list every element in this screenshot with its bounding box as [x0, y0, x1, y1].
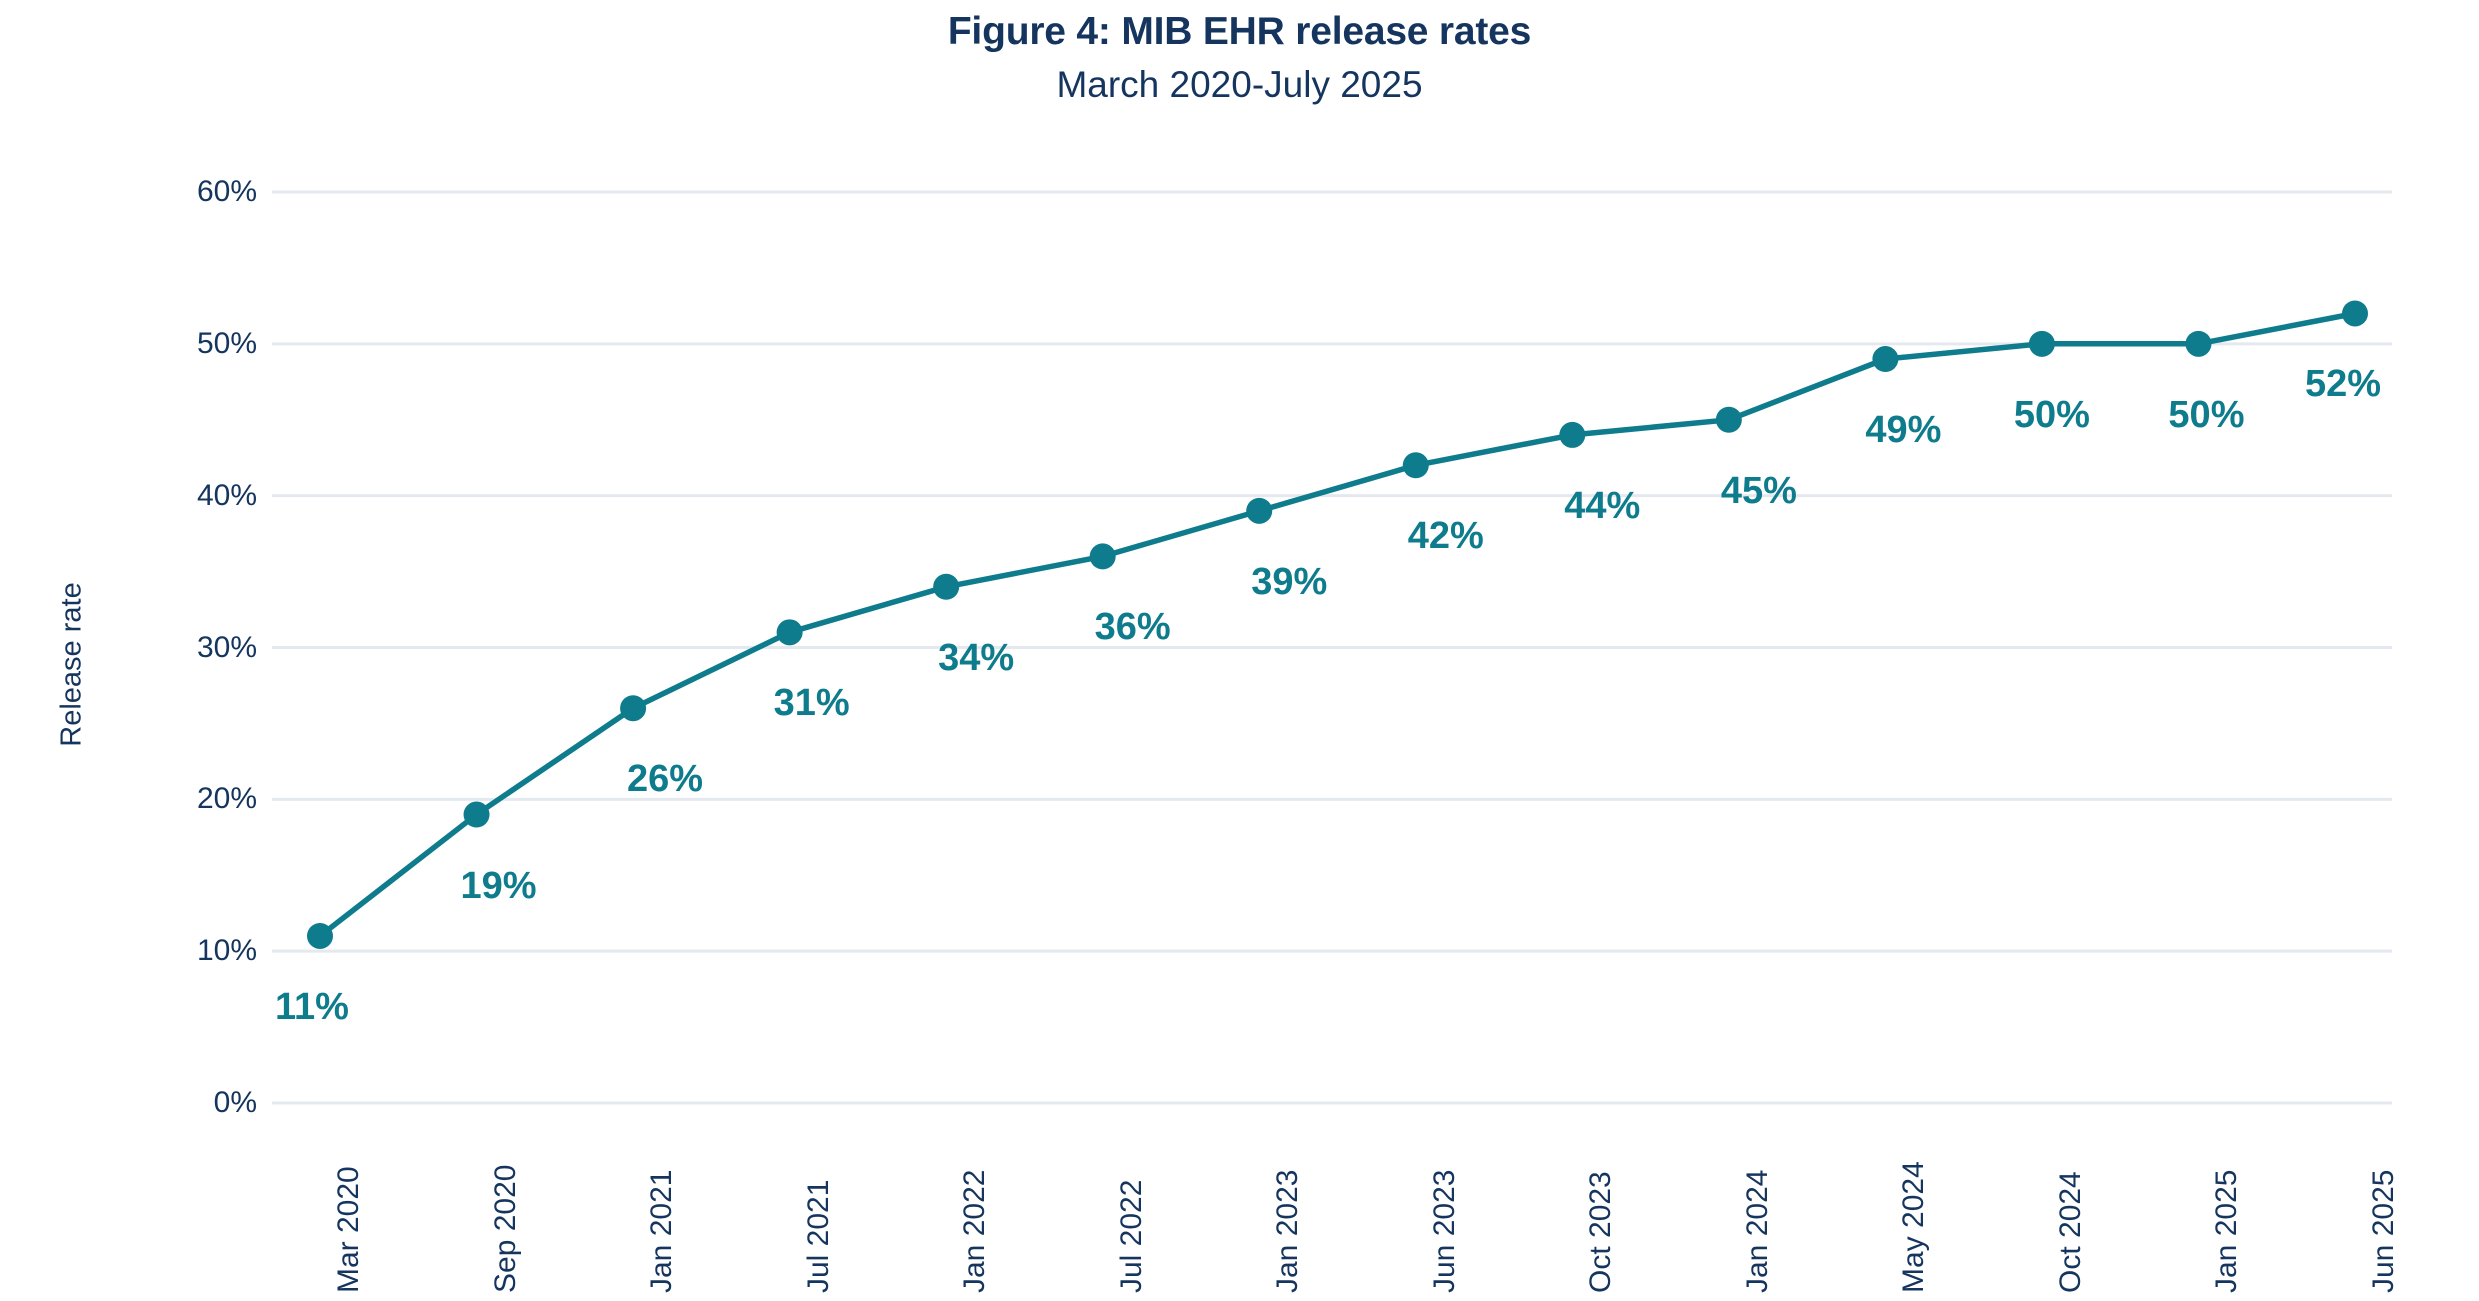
- data-point-marker: [1089, 543, 1116, 570]
- x-axis-tick-label: Sep 2020: [488, 1164, 522, 1293]
- data-value-label: 49%: [1865, 409, 1942, 452]
- data-value-label: 52%: [2304, 363, 2382, 406]
- x-axis-tick-label: Jul 2021: [801, 1179, 835, 1293]
- data-value-label: 50%: [2013, 393, 2090, 436]
- data-point-marker: [933, 573, 960, 600]
- y-axis-tick-label: 10%: [196, 934, 257, 968]
- y-axis-tick-label: 60%: [196, 175, 257, 208]
- data-value-label: 50%: [2168, 393, 2245, 436]
- x-axis-tick-label: Jan 2024: [1740, 1169, 1774, 1293]
- series-line: [317, 310, 2358, 939]
- y-axis-tick-label: 30%: [196, 630, 257, 664]
- x-axis-tick-label: Jul 2022: [1114, 1179, 1148, 1293]
- y-axis-tick-label: 20%: [196, 782, 257, 816]
- x-axis-tick-label: Jun 2023: [1427, 1169, 1461, 1293]
- x-axis-tick-label: May 2024: [1897, 1161, 1931, 1293]
- x-axis-tick-label: Jan 2025: [2210, 1169, 2244, 1293]
- data-point-marker: [1246, 497, 1273, 524]
- x-axis-tick-label: Oct 2024: [2053, 1171, 2087, 1293]
- data-value-label: 31%: [773, 682, 850, 725]
- data-point-marker: [776, 619, 803, 646]
- data-value-label: 34%: [938, 636, 1015, 679]
- y-axis-tick-label: 0%: [213, 1086, 257, 1119]
- x-axis-tick-label: Mar 2020: [332, 1166, 365, 1293]
- data-value-label: 39%: [1251, 560, 1328, 603]
- data-value-label: 19%: [460, 864, 537, 907]
- data-point-marker: [307, 922, 333, 949]
- y-axis-tick-label: 40%: [196, 478, 257, 512]
- data-value-label: 26%: [627, 758, 704, 801]
- x-axis-tick-label: Jan 2023: [1271, 1169, 1305, 1293]
- data-point-marker: [1402, 452, 1429, 479]
- x-axis-tick-label: Jan 2022: [958, 1169, 992, 1293]
- y-axis-title: Release rate: [55, 582, 88, 747]
- x-axis-tick-label: Jan 2021: [645, 1169, 679, 1293]
- data-point-marker: [2342, 300, 2368, 327]
- data-point-marker: [463, 801, 490, 828]
- data-point-marker: [1559, 421, 1586, 448]
- data-point-marker: [1872, 346, 1899, 373]
- data-value-label: 44%: [1564, 484, 1641, 527]
- x-axis-tick-label: Jun 2025: [2367, 1169, 2400, 1293]
- data-point-markers: [307, 300, 2368, 949]
- data-value-label: 36%: [1094, 606, 1171, 649]
- data-value-label: 11%: [275, 985, 349, 1028]
- data-point-marker: [2028, 330, 2055, 357]
- data-point-marker: [620, 695, 647, 722]
- data-point-marker: [2185, 330, 2212, 357]
- gridlines: [272, 190, 2392, 1105]
- x-axis-tick-label: Oct 2023: [1584, 1171, 1618, 1293]
- data-value-label: 45%: [1720, 469, 1797, 512]
- data-point-marker: [1715, 406, 1742, 433]
- y-axis-tick-label: 50%: [196, 326, 257, 360]
- data-value-label: 42%: [1407, 515, 1484, 558]
